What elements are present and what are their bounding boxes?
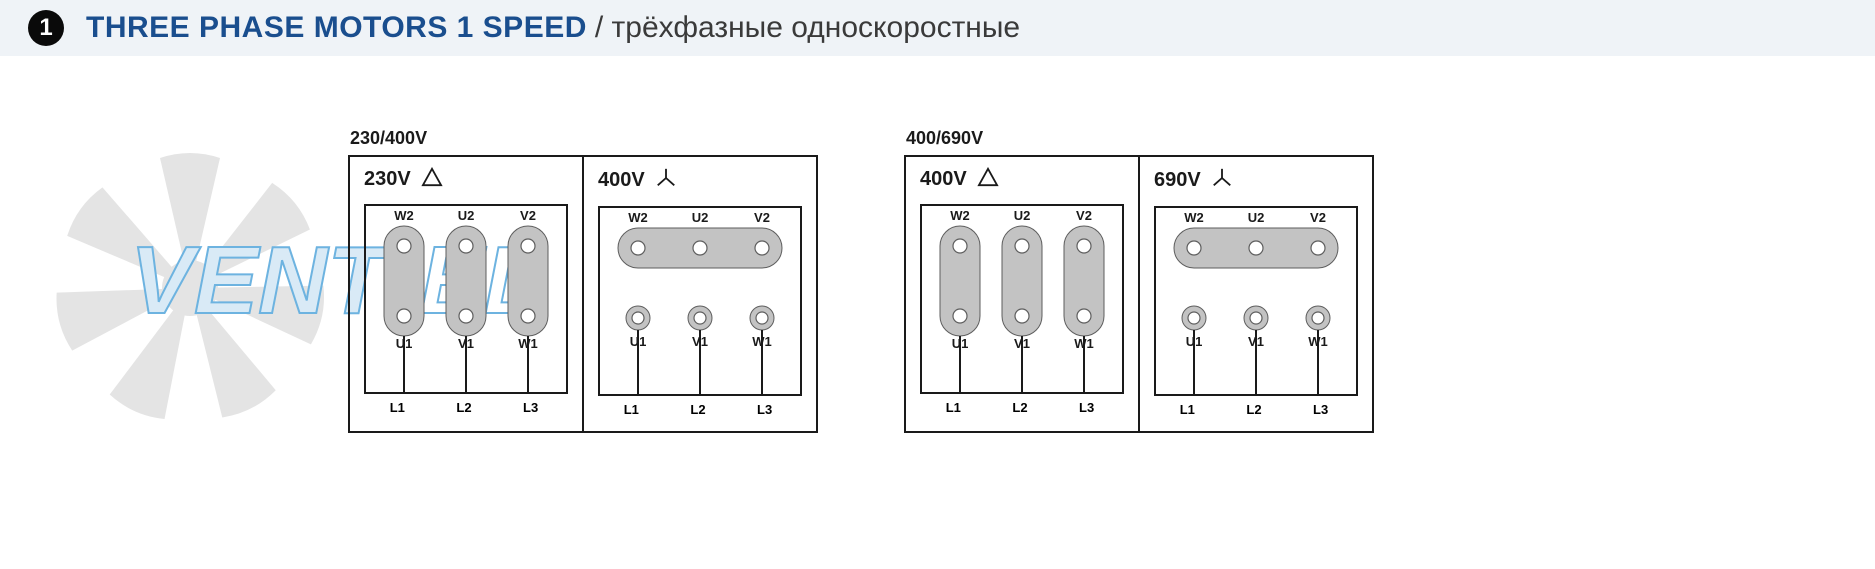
terminal-box: W2U2V2U1V1W1 — [364, 204, 568, 394]
svg-text:W2: W2 — [628, 210, 648, 225]
outer-box: 400VW2U2V2U1V1W1L1L2L3690V W2U2V2U1V1W1L… — [904, 155, 1374, 433]
title-russian: / трёхфазные односкоростные — [595, 11, 1020, 45]
leads-labels: L1L2L3 — [364, 400, 564, 415]
voltage-label: 230V — [364, 168, 411, 191]
svg-text:U2: U2 — [692, 210, 709, 225]
lead-label-L2: L2 — [1221, 402, 1288, 417]
group-title: 400/690V — [906, 128, 1374, 149]
content-area: VENT EL 230/400V230VW2U2V2U1V1W1L1L2L340… — [0, 128, 1875, 433]
svg-text:W2: W2 — [1184, 210, 1204, 225]
header-bar: 1 THREE PHASE MOTORS 1 SPEED / трёхфазны… — [0, 0, 1875, 56]
svg-text:V2: V2 — [754, 210, 770, 225]
panel-star: 400V W2U2V2U1V1W1L1L2L3 — [582, 157, 816, 431]
terminal-box: W2U2V2U1V1W1 — [598, 206, 802, 396]
lead-label-L2: L2 — [665, 402, 732, 417]
star-icon — [655, 167, 677, 194]
lead-label-L3: L3 — [1287, 402, 1354, 417]
svg-text:U2: U2 — [1014, 208, 1031, 223]
lead-label-L1: L1 — [364, 400, 431, 415]
panel-delta: 400VW2U2V2U1V1W1L1L2L3 — [906, 157, 1138, 431]
svg-text:U2: U2 — [458, 208, 475, 223]
leads-labels: L1L2L3 — [1154, 402, 1354, 417]
svg-text:V2: V2 — [1310, 210, 1326, 225]
title-english: THREE PHASE MOTORS 1 SPEED — [86, 11, 587, 45]
terminal-box: W2U2V2U1V1W1 — [920, 204, 1124, 394]
lead-label-L1: L1 — [1154, 402, 1221, 417]
lead-label-L1: L1 — [598, 402, 665, 417]
terminal-box: W2U2V2U1V1W1 — [1154, 206, 1358, 396]
voltage-row: 690V — [1154, 167, 1358, 194]
svg-text:W2: W2 — [950, 208, 970, 223]
voltage-row: 400V — [598, 167, 802, 194]
lead-label-L3: L3 — [1053, 400, 1120, 415]
group-title: 230/400V — [350, 128, 818, 149]
svg-text:V2: V2 — [520, 208, 536, 223]
voltage-label: 400V — [598, 169, 645, 192]
star-icon — [1211, 167, 1233, 194]
voltage-label: 400V — [920, 168, 967, 191]
panel-delta: 230VW2U2V2U1V1W1L1L2L3 — [350, 157, 582, 431]
voltage-row: 400V — [920, 167, 1124, 192]
section-bullet: 1 — [28, 10, 64, 46]
leads-labels: L1L2L3 — [920, 400, 1120, 415]
lead-label-L1: L1 — [920, 400, 987, 415]
voltage-row: 230V — [364, 167, 568, 192]
delta-icon — [977, 167, 999, 192]
leads-labels: L1L2L3 — [598, 402, 798, 417]
svg-text:U2: U2 — [1248, 210, 1265, 225]
group-1: 400/690V400VW2U2V2U1V1W1L1L2L3690V W2U2V… — [904, 128, 1374, 433]
lead-label-L2: L2 — [431, 400, 498, 415]
outer-box: 230VW2U2V2U1V1W1L1L2L3400V W2U2V2U1V1W1L… — [348, 155, 818, 433]
group-0: 230/400V230VW2U2V2U1V1W1L1L2L3400V W2U2V… — [348, 128, 818, 433]
svg-text:V2: V2 — [1076, 208, 1092, 223]
lead-label-L3: L3 — [497, 400, 564, 415]
delta-icon — [421, 167, 443, 192]
voltage-label: 690V — [1154, 169, 1201, 192]
panel-star: 690V W2U2V2U1V1W1L1L2L3 — [1138, 157, 1372, 431]
lead-label-L3: L3 — [731, 402, 798, 417]
svg-text:W2: W2 — [394, 208, 414, 223]
lead-label-L2: L2 — [987, 400, 1054, 415]
